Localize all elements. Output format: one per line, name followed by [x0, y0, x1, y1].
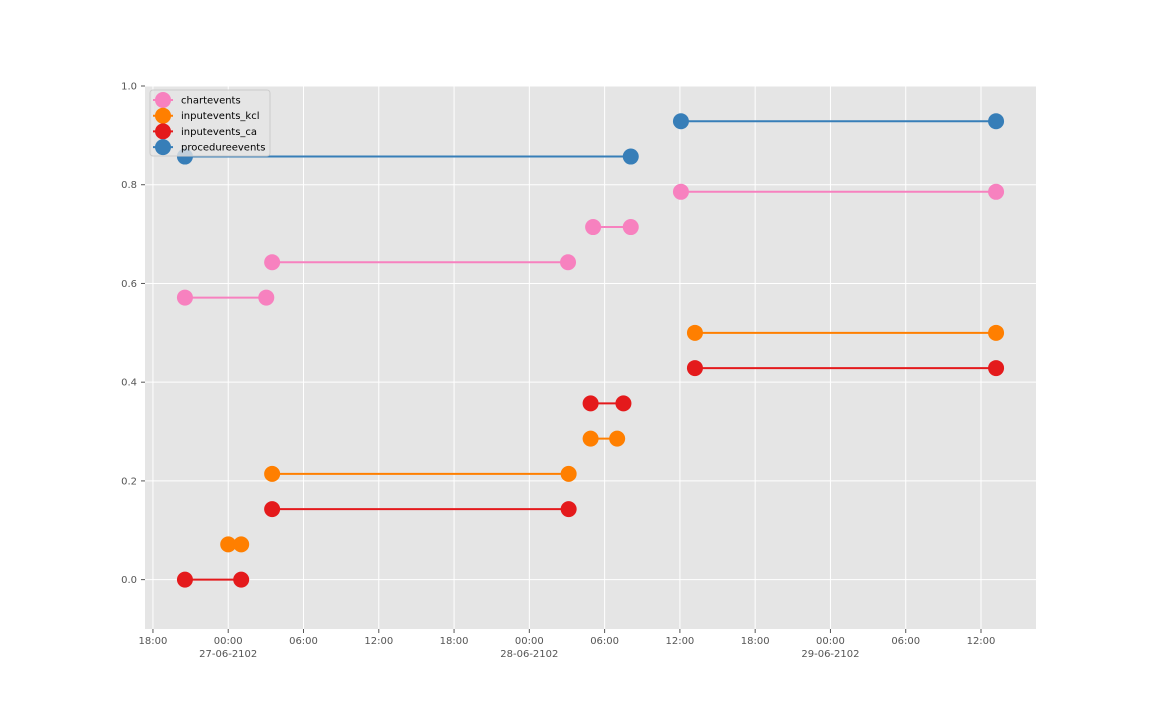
y-tick-label: 0.8 — [121, 180, 137, 191]
y-tick-label: 0.2 — [121, 476, 137, 487]
end-point — [258, 289, 275, 306]
x-tick-date-label: 27-06-2102 — [199, 649, 257, 660]
x-tick-label: 00:00 — [816, 636, 845, 647]
series-procedureevents — [176, 113, 1005, 165]
end-point — [615, 395, 632, 412]
x-tick-label: 00:00 — [214, 636, 243, 647]
start-point — [686, 324, 703, 341]
x-tick-label: 18:00 — [139, 636, 168, 647]
y-tick-label: 0.0 — [121, 575, 137, 586]
y-tick-label: 1.0 — [121, 82, 137, 93]
x-tick-label: 00:00 — [515, 636, 544, 647]
end-point — [988, 183, 1005, 200]
x-tick-label: 12:00 — [967, 636, 996, 647]
start-point — [176, 571, 193, 588]
x-tick-label: 12:00 — [364, 636, 393, 647]
plot-background — [145, 86, 1036, 629]
legend: chartevents inputevents_kcl inputevents_ca… — [149, 89, 271, 157]
legend-marker — [155, 123, 171, 140]
legend-item: chartevents — [153, 92, 241, 108]
legend-marker — [155, 139, 171, 156]
start-point — [220, 536, 237, 553]
start-point — [672, 183, 689, 200]
x-tick-label: 06:00 — [891, 636, 920, 647]
legend-label: inputevents_kcl — [181, 111, 259, 122]
start-point — [264, 254, 281, 271]
x-tick-label: 06:00 — [289, 636, 318, 647]
end-point — [988, 360, 1005, 377]
start-point — [176, 289, 193, 306]
end-point — [988, 113, 1005, 130]
start-point — [582, 395, 599, 412]
start-point — [582, 430, 599, 447]
x-tick-label: 06:00 — [590, 636, 619, 647]
end-point — [560, 254, 577, 271]
legend-item: procedureevents — [153, 139, 265, 156]
start-point — [686, 360, 703, 377]
y-tick-label: 0.6 — [121, 279, 137, 290]
start-point — [264, 501, 281, 518]
x-axis: 18:00 00:00 27-06-2102 06:00 12:00 18:00 00:00… — [139, 629, 996, 660]
end-point — [988, 324, 1005, 341]
x-tick-label: 18:00 — [440, 636, 469, 647]
end-point — [622, 148, 639, 165]
legend-marker — [155, 92, 171, 108]
end-point — [560, 501, 577, 518]
x-tick-date-label: 29-06-2102 — [801, 649, 859, 660]
legend-item: inputevents_kcl — [153, 107, 259, 124]
end-point — [560, 465, 577, 482]
y-axis: 0.0 0.2 0.4 0.6 0.8 1.0 — [121, 82, 145, 586]
x-tick-label: 18:00 — [741, 636, 770, 647]
series-inputevents_kcl — [220, 324, 1005, 553]
legend-label: inputevents_ca — [181, 127, 257, 138]
series-inputevents_ca — [176, 360, 1005, 588]
start-point — [672, 113, 689, 130]
x-tick-label: 12:00 — [665, 636, 694, 647]
legend-item: inputevents_ca — [153, 123, 257, 140]
start-point — [585, 219, 602, 236]
end-point — [233, 571, 250, 588]
start-point — [264, 465, 281, 482]
legend-marker — [155, 107, 171, 124]
x-tick-date-label: 28-06-2102 — [500, 649, 558, 660]
end-point — [233, 536, 250, 553]
legend-label: procedureevents — [181, 143, 265, 154]
series-group — [176, 113, 1005, 588]
grid-lines — [145, 85, 1036, 629]
legend-box — [149, 89, 271, 157]
y-tick-label: 0.4 — [121, 378, 137, 389]
end-point — [622, 219, 639, 236]
end-point — [609, 430, 626, 447]
legend-label: chartevents — [181, 96, 241, 107]
series-chartevents — [176, 183, 1005, 306]
